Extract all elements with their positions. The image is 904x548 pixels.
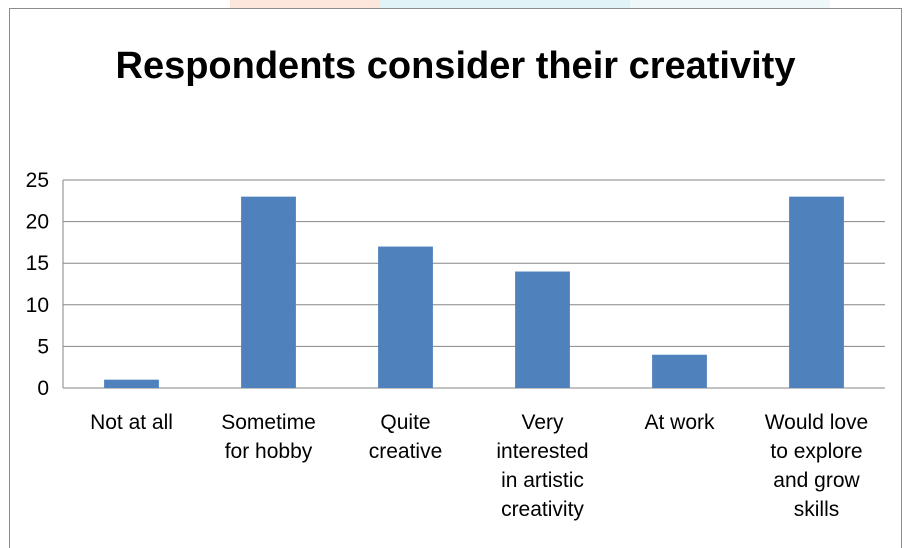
x-category-label: Quite — [380, 411, 430, 434]
bar — [789, 196, 844, 388]
x-category-label: creativity — [501, 498, 584, 521]
bar — [104, 379, 159, 388]
x-category-label: skills — [794, 498, 840, 521]
x-category-label: Very — [521, 411, 564, 434]
y-tick-label: 20 — [26, 211, 49, 234]
x-category-label: for hobby — [225, 440, 313, 463]
y-tick-label: 5 — [37, 335, 49, 358]
gridlines — [62, 179, 885, 389]
x-category-label: to explore — [770, 440, 862, 463]
light-stripe — [630, 0, 830, 8]
x-axis-category-labels: Not at all Sometime for hobby Quite creative… — [90, 411, 868, 521]
x-category-label: interested — [496, 440, 588, 463]
bar — [652, 354, 707, 388]
chart-frame — [9, 8, 902, 548]
x-category-label: Would love — [765, 411, 869, 434]
bars — [104, 196, 844, 388]
x-category-label: in artistic — [501, 469, 584, 492]
x-category-label: Sometime — [221, 411, 316, 434]
bar — [515, 271, 570, 388]
y-axis-tick-labels: 0 5 10 15 20 25 — [26, 169, 49, 400]
y-tick-label: 10 — [26, 294, 49, 317]
x-category-label: Not at all — [90, 411, 173, 434]
y-tick-label: 0 — [37, 377, 49, 400]
orange-stripe — [230, 0, 380, 8]
x-category-label: and grow — [773, 469, 860, 492]
teal-stripe — [380, 0, 630, 8]
x-category-label: At work — [644, 411, 715, 434]
top-decoration-stripes — [230, 0, 830, 8]
bar — [378, 246, 433, 388]
chart-title: Respondents consider their creativity — [115, 45, 796, 87]
y-tick-label: 15 — [26, 252, 49, 275]
x-category-label: creative — [369, 440, 443, 463]
y-tick-label: 25 — [26, 169, 49, 192]
bar — [241, 196, 296, 388]
